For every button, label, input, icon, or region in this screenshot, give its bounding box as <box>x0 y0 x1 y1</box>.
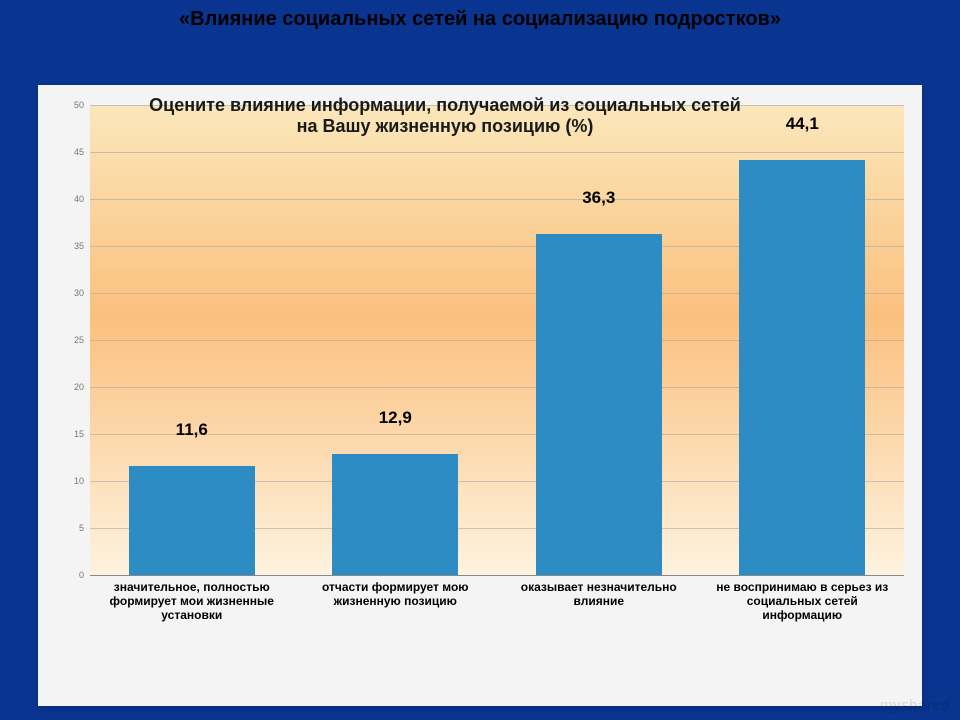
y-tick-label: 50 <box>52 100 84 110</box>
slide: «Влияние социальных сетей на социализаци… <box>0 0 960 720</box>
bar-value-label: 11,6 <box>176 420 208 440</box>
watermark: myshared <box>880 697 950 714</box>
x-axis-label: отчасти формирует мою жизненную позицию <box>300 581 490 609</box>
y-tick-label: 25 <box>52 335 84 345</box>
grid-line <box>90 575 904 576</box>
bar <box>332 454 458 575</box>
plot-wrap: Оцените влияние информации, получаемой и… <box>38 85 922 706</box>
x-axis-label: оказывает незначительно влияние <box>504 581 694 609</box>
bar-value-label: 12,9 <box>379 408 412 428</box>
chart-title: Оцените влияние информации, получаемой и… <box>138 95 752 137</box>
y-tick-label: 20 <box>52 382 84 392</box>
y-tick-label: 35 <box>52 241 84 251</box>
bar <box>536 234 662 575</box>
y-tick-label: 15 <box>52 429 84 439</box>
bar-value-label: 44,1 <box>786 114 819 134</box>
y-tick-label: 10 <box>52 476 84 486</box>
bar <box>129 466 255 575</box>
y-tick-label: 0 <box>52 570 84 580</box>
grid-line <box>90 152 904 153</box>
bar <box>739 160 865 575</box>
y-tick-label: 30 <box>52 288 84 298</box>
plot-area: 0510152025303540455011,6значительное, по… <box>90 105 904 575</box>
chart-panel: Оцените влияние информации, получаемой и… <box>38 85 922 706</box>
x-axis-label: значительное, полностью формирует мои жи… <box>97 581 287 622</box>
x-axis-label: не воспринимаю в серьез из социальных се… <box>707 581 897 622</box>
y-tick-label: 5 <box>52 523 84 533</box>
y-tick-label: 45 <box>52 147 84 157</box>
y-tick-label: 40 <box>52 194 84 204</box>
bar-value-label: 36,3 <box>582 188 615 208</box>
page-title: «Влияние социальных сетей на социализаци… <box>0 8 960 31</box>
